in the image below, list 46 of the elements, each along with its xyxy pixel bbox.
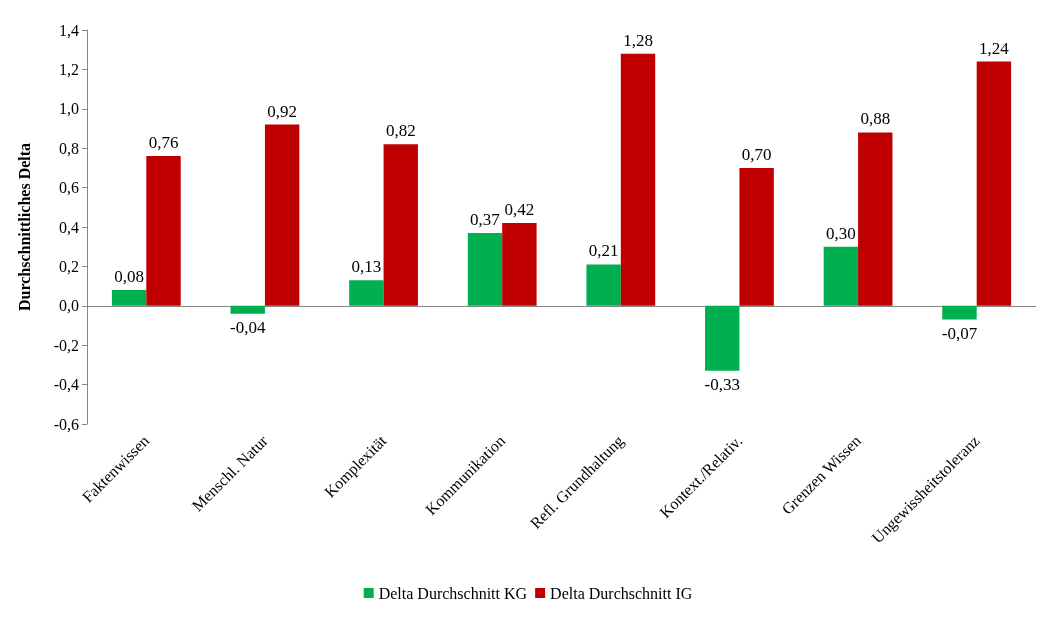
y-tick-label: 0,0 (59, 297, 79, 315)
y-tick-label: -0,6 (53, 415, 79, 433)
data-label: 0,88 (860, 109, 891, 129)
data-label: 0,82 (385, 121, 416, 141)
y-tick-label: -0,2 (53, 336, 79, 354)
bar (111, 290, 147, 306)
bar (146, 156, 181, 306)
y-tick-label: 0,2 (59, 257, 79, 275)
data-label: 0,30 (825, 223, 856, 243)
bar (823, 246, 859, 306)
bar (976, 61, 1012, 306)
y-tick-label: 0,4 (59, 218, 79, 236)
y-axis-title: Durchschnittliches Delta (15, 142, 33, 312)
y-tick-label: 1,4 (59, 21, 79, 39)
bar (230, 305, 265, 314)
bar (705, 305, 740, 371)
y-tick-label: 0,6 (59, 179, 79, 197)
y-tick-label: 1,2 (59, 60, 79, 78)
data-label: 1,24 (979, 38, 1010, 58)
y-tick-label: -0,4 (53, 376, 79, 394)
data-label: 0,13 (351, 257, 382, 277)
bar (858, 132, 893, 306)
data-label: 0,70 (741, 144, 772, 164)
data-label: 0,21 (588, 241, 619, 261)
data-label: 0,92 (267, 101, 298, 121)
bar (349, 280, 384, 306)
data-label: -0,07 (941, 323, 978, 343)
y-tick-label: 0,8 (59, 139, 79, 157)
bar (620, 53, 656, 306)
data-label: -0,33 (704, 374, 740, 394)
y-tick-label: 1,0 (59, 100, 79, 118)
bar (264, 124, 300, 306)
bar (383, 144, 418, 306)
bar (467, 232, 503, 306)
bar (502, 223, 537, 306)
bar (942, 305, 977, 320)
legend-label: Delta Durchschnitt KG (378, 584, 528, 602)
legend-label: Delta Durchschnitt IG (550, 584, 693, 602)
data-label: 0,42 (504, 200, 535, 220)
data-label: 0,08 (114, 267, 144, 287)
data-label: 0,76 (148, 133, 179, 153)
bar (586, 264, 621, 306)
bar (739, 167, 774, 306)
data-label: 0,37 (470, 209, 501, 229)
data-label: 1,28 (623, 30, 653, 50)
data-label: -0,04 (230, 317, 266, 337)
